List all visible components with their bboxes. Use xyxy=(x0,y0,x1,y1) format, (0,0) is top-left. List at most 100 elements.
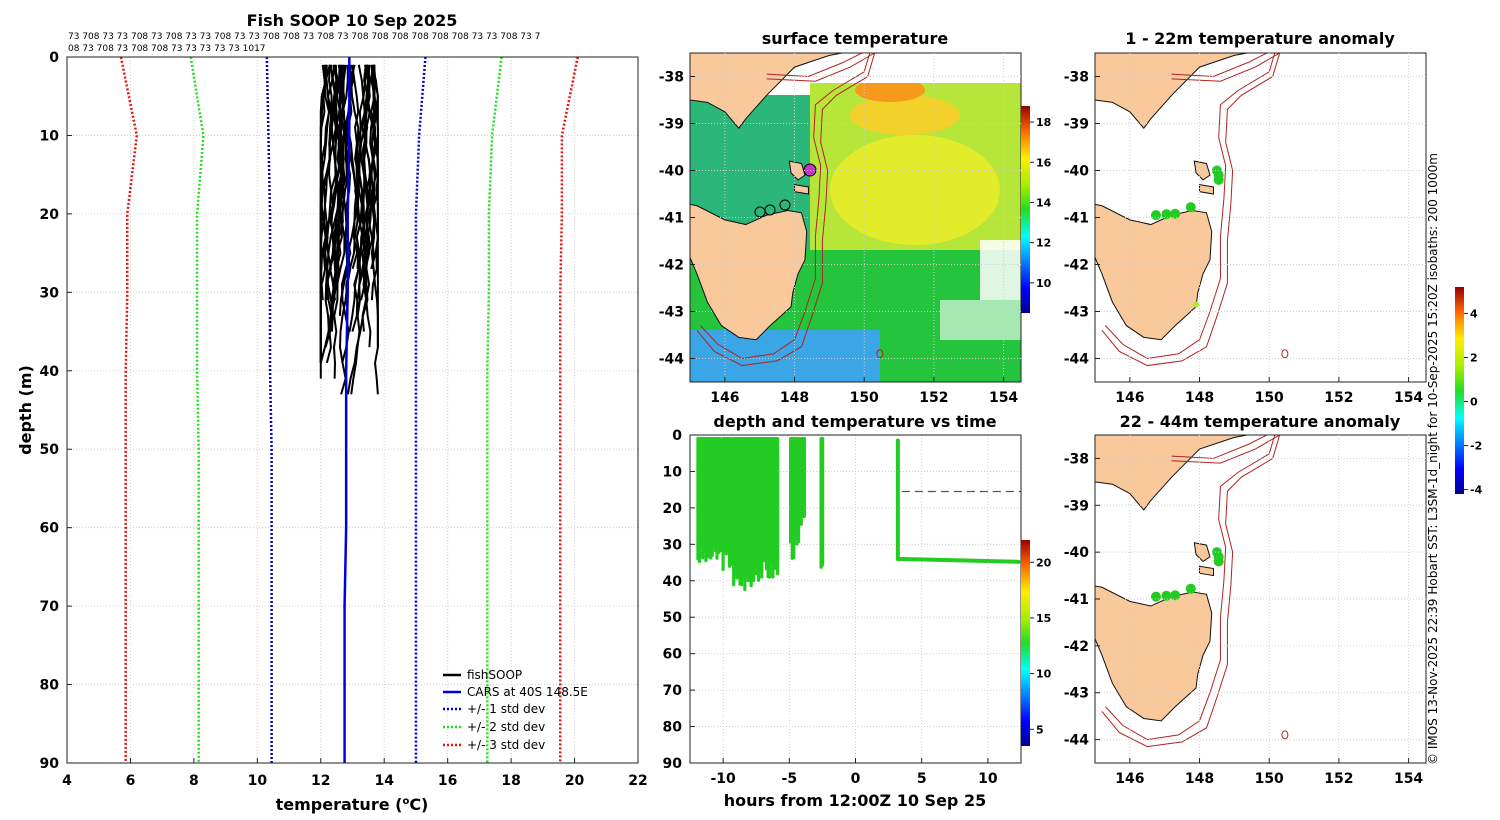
map-tick-label-y: -42 xyxy=(1064,258,1089,274)
land-polygon-0 xyxy=(690,53,845,130)
land-polygon-4 xyxy=(1053,152,1063,176)
map-tick-label-y: -44 xyxy=(1064,733,1090,749)
cb-tick-label: 0 xyxy=(1470,396,1478,409)
seamount-isobath xyxy=(1281,349,1289,359)
map-tick-label-x: 154 xyxy=(989,390,1018,406)
x-label-tail: C) xyxy=(409,795,428,814)
cb-tick-label: 2 xyxy=(1470,351,1478,364)
land-polygon-4 xyxy=(648,152,658,176)
sst-cloud-2 xyxy=(940,300,1021,340)
tick-label-y: 40 xyxy=(40,364,60,380)
land-polygon-1 xyxy=(690,203,808,341)
tick-label-x: 6 xyxy=(126,773,136,789)
anom1-map xyxy=(1053,53,1426,382)
dt-tick-label-y: 50 xyxy=(663,610,683,626)
credit-text: © IMOS 13-Nov-2025 22:39 Hobart SST: L3S… xyxy=(1426,153,1440,765)
map-tick-label-x: 146 xyxy=(1115,771,1144,787)
anom2-map xyxy=(1095,435,1426,763)
cast-labels-line2: 08 73 708 73 708 708 73 73 73 73 73 1017 xyxy=(68,44,266,54)
fish-profile-line xyxy=(351,64,367,316)
map-tick-label-y: -41 xyxy=(1064,592,1089,608)
profile-y-ticks: 0 10 20 30 40 50 60 70 80 90 xyxy=(40,50,72,772)
legend-fishsoop: fishSOOP xyxy=(467,668,522,682)
map-tick-label-x: 154 xyxy=(1394,390,1423,406)
map-tick-label-x: 152 xyxy=(1324,390,1353,406)
tick-label-x: 18 xyxy=(501,773,520,789)
dt-tick-label-y: 90 xyxy=(663,756,683,772)
map-tick-label-y: -44 xyxy=(659,352,685,368)
anom1-title: 1 - 22m temperature anomaly xyxy=(1125,29,1395,48)
tick-label-y: 70 xyxy=(40,599,60,615)
fish-profile-line xyxy=(327,64,345,332)
cb-tick-label: 15 xyxy=(1036,612,1051,625)
profile-x-label: temperature (oC) xyxy=(276,795,429,814)
anomaly-point xyxy=(1150,591,1161,602)
anom1-panel: 1 - 22m temperature anomaly 146 148 150 152… xyxy=(1053,29,1427,406)
tick-label-y: 30 xyxy=(40,285,60,301)
map-tick-label-y: -39 xyxy=(1064,117,1089,133)
isobath-1000m xyxy=(696,53,876,367)
tick-label-y: 50 xyxy=(40,442,60,458)
map-tick-label-x: 150 xyxy=(1255,771,1284,787)
isobath-200m xyxy=(700,53,871,360)
isobath-1000m xyxy=(1101,435,1281,748)
anomaly-point xyxy=(1213,174,1224,185)
cb-tick-label: 14 xyxy=(1036,196,1052,209)
anomaly-colorbar-ticks: 4 2 0 -2 -4 xyxy=(1464,307,1483,497)
map-tick-label-y: -41 xyxy=(659,211,684,227)
anomaly-point xyxy=(1161,590,1172,601)
std-curve-3-left xyxy=(119,56,139,763)
depth-time-colorbar xyxy=(1021,540,1030,746)
cb-tick-label: 18 xyxy=(1036,116,1051,129)
sst-ticks: 146 148 150 152 154 -38 -39 -40 -41 -42 -43 -44 xyxy=(659,53,1021,406)
map-tick-label-x: 148 xyxy=(1185,771,1214,787)
tick-label-y: 0 xyxy=(49,50,59,66)
sst-map xyxy=(648,53,1021,382)
tick-label-x: 12 xyxy=(311,773,330,789)
map-tick-label-y: -44 xyxy=(1064,352,1090,368)
map-tick-label-y: -38 xyxy=(1064,451,1089,467)
map-tick-label-x: 148 xyxy=(780,390,809,406)
fish-profile-line xyxy=(332,64,352,364)
map-tick-label-y: -41 xyxy=(1064,211,1089,227)
cb-tick-label: -4 xyxy=(1470,484,1483,497)
dt-tick-label-y: 70 xyxy=(663,683,683,699)
map-tick-label-x: 152 xyxy=(919,390,948,406)
land-polygon-2 xyxy=(788,160,806,181)
tick-label-x: 8 xyxy=(189,773,199,789)
std-dev-curves xyxy=(119,56,579,763)
map-tick-label-y: -43 xyxy=(1064,305,1089,321)
land-polygon-2 xyxy=(1193,542,1211,563)
dt-tick-label-x: 10 xyxy=(978,771,998,787)
sst-cloud-1 xyxy=(980,240,1021,300)
std-curve-2-left xyxy=(189,56,205,763)
sst-colorbar-ticks: 10 12 14 16 18 xyxy=(1030,116,1052,290)
dt-tick-label-y: 20 xyxy=(663,501,683,517)
cb-tick-label: 4 xyxy=(1470,307,1478,320)
dt-tick-label-y: 80 xyxy=(663,720,683,736)
anom1-ticks: 146 148 150 152 154 -38 -39 -40 -41 -42 -43 -44 xyxy=(1064,53,1426,406)
anomaly-point xyxy=(1170,590,1181,601)
anom2-panel: 22 - 44m temperature anomaly 146 148 150 15… xyxy=(1064,412,1427,787)
anomaly-point xyxy=(1170,208,1181,219)
sst-land xyxy=(648,53,884,367)
land-polygon-1 xyxy=(1095,203,1213,341)
sst-warm-north xyxy=(850,95,960,135)
tick-label-y: 60 xyxy=(40,521,60,537)
anomaly-point xyxy=(1150,210,1161,221)
map-tick-label-y: -42 xyxy=(659,258,684,274)
map-tick-label-y: -39 xyxy=(1064,498,1089,514)
x-label-text: temperature ( xyxy=(276,795,403,814)
cb-tick-label: 10 xyxy=(1036,277,1052,290)
tick-label-x: 10 xyxy=(248,773,268,789)
legend-cars: CARS at 40S 148.5E xyxy=(467,685,588,699)
sst-colorbar xyxy=(1021,106,1030,313)
isobath-1000m xyxy=(1101,53,1281,367)
anomaly-point xyxy=(1185,202,1196,213)
depth-time-x-label: hours from 12:00Z 10 Sep 25 xyxy=(724,791,986,810)
fish-profile-line xyxy=(330,64,342,379)
land-polygon-1 xyxy=(1095,585,1213,722)
legend-std1: +/- 1 std dev xyxy=(467,702,545,716)
sst-track-point-1 xyxy=(779,199,791,211)
tick-label-x: 14 xyxy=(374,773,394,789)
